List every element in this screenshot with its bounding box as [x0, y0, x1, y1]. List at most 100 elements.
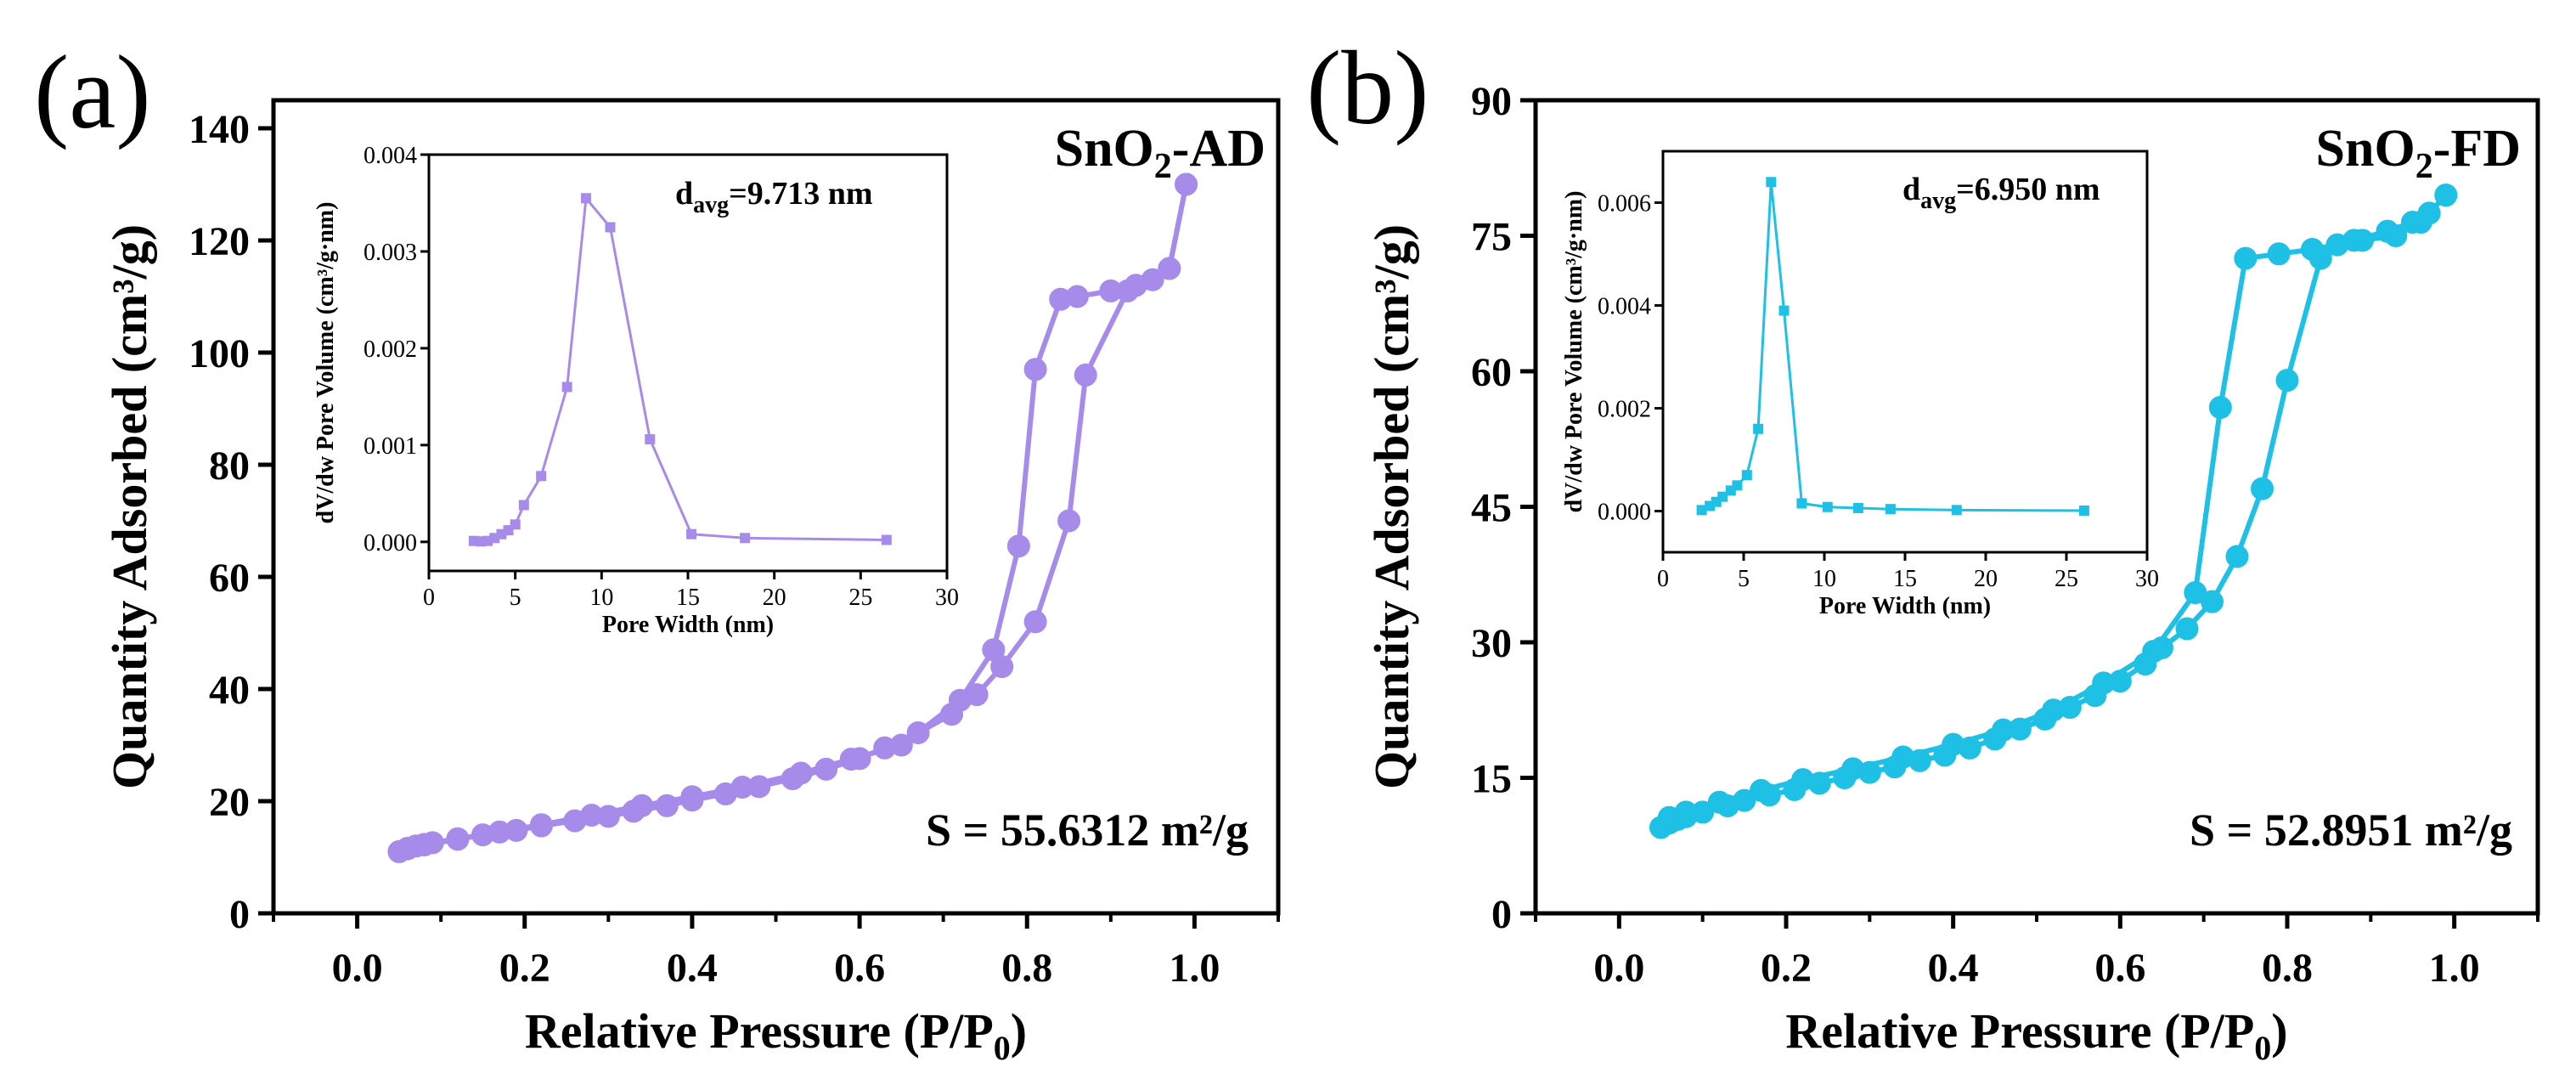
inset-y-tick-label: 0.006 [1598, 191, 1651, 217]
desorption-point [2325, 233, 2349, 257]
inset-x-tick-label: 10 [589, 585, 613, 611]
desorption-point [2301, 237, 2324, 261]
inset-point [645, 434, 656, 445]
inset-x-tick-label: 5 [510, 585, 521, 611]
inset-point [686, 528, 697, 540]
adsorption-point [2175, 617, 2199, 641]
y-tick-label: 0 [1491, 892, 1512, 937]
x-tick-label: 0.4 [1928, 946, 1979, 991]
desorption-point [982, 638, 1006, 662]
sample-label-rest: -AD [1172, 120, 1265, 178]
desorption-point [529, 813, 553, 837]
y-tick-label: 75 [1471, 215, 1512, 260]
desorption-point [1750, 778, 1773, 802]
desorption-point [2267, 242, 2291, 266]
sample-label: SnO2-AD [1055, 120, 1265, 186]
desorption-point [1992, 718, 2015, 742]
adsorption-point [2275, 369, 2299, 393]
desorption-point [2208, 396, 2232, 420]
davg-label-main: d [1902, 172, 1920, 207]
x-tick-label: 0.0 [1593, 946, 1644, 991]
inset-point [740, 533, 751, 544]
desorption-point [1099, 279, 1123, 302]
desorption-point [730, 776, 754, 799]
sample-label-sub: 2 [2415, 147, 2433, 186]
x-tick-label: 0.2 [499, 946, 550, 991]
inset-point [1852, 502, 1863, 513]
desorption-point [889, 733, 913, 757]
inset-frame [1661, 150, 2149, 554]
inset-x-tick-label: 5 [1738, 566, 1750, 592]
desorption-point [1657, 805, 1681, 829]
sample-label-rest: -FD [2433, 120, 2521, 178]
x-axis-label-end: ) [1011, 1003, 1027, 1059]
desorption-point [396, 836, 420, 860]
y-tick-label: 80 [209, 443, 250, 489]
davg-label-rest: =9.713 nm [729, 176, 872, 212]
x-tick-label: 0.4 [667, 946, 718, 991]
inset-y-tick-label: 0.003 [364, 240, 417, 266]
inset-y-tick-label: 0.002 [364, 336, 417, 363]
desorption-line [407, 184, 1189, 851]
desorption-point [1791, 768, 1815, 792]
inset-y-tick-label: 0.004 [1598, 294, 1651, 320]
davg-label-sub: avg [693, 192, 729, 218]
desorption-point [1124, 274, 1147, 297]
davg-label-sub: avg [1920, 188, 1956, 214]
desorption-point [2092, 671, 2116, 695]
inset-point [510, 519, 521, 530]
inset-point [2078, 505, 2089, 516]
panel-b: (b) 0.0 0.2 0.4 0.6 0.8 1.0 0 15 30 45 60 75 90 Relati… [1306, 30, 2540, 1067]
inset-point [518, 500, 529, 511]
inset-x-axis-label: Pore Width (nm) [1819, 593, 1991, 619]
y-tick-label: 20 [209, 780, 250, 825]
inset-x-tick-label: 20 [763, 585, 786, 611]
inset-point [1732, 480, 1743, 491]
desorption-point [1023, 358, 1047, 381]
desorption-point [1049, 287, 1073, 311]
desorption-point [446, 828, 470, 851]
desorption-point [488, 820, 511, 844]
inset-point [581, 193, 592, 204]
inset-chart: 0 5 10 15 20 25 30 0.000 0.002 0.004 0.006 Pore Wid… [1561, 150, 2159, 619]
desorption-point [1891, 745, 1915, 769]
x-axis-label-main: Relative Pressure (P/P [1785, 1003, 2254, 1059]
y-tick-label: 100 [189, 331, 250, 376]
adsorption-point [1057, 509, 1081, 533]
x-axis-label-sub: 0 [994, 1029, 1011, 1067]
desorption-point [2184, 581, 2207, 605]
y-tick-label: 90 [1471, 79, 1512, 124]
inset-x-tick-label: 30 [935, 585, 959, 611]
desorption-point [580, 804, 604, 827]
inset-point [1717, 491, 1728, 502]
inset-point [1778, 305, 1790, 316]
surface-area-label: S = 52.8951 m²/g [2190, 805, 2512, 856]
inset-point [605, 222, 616, 233]
inset-point [1822, 501, 1833, 512]
inset-point [561, 381, 572, 393]
inset-frame [427, 153, 949, 573]
y-tick-label: 120 [189, 219, 250, 264]
desorption-point [1841, 757, 1865, 781]
desorption-point [948, 688, 972, 712]
sample-label-sub: 2 [1154, 147, 1172, 186]
x-axis-label-end: ) [2271, 1003, 2287, 1059]
adsorption-point [2251, 477, 2274, 500]
y-axis-label: Quantity Adsorbed (cm³/g) [102, 224, 157, 789]
series-desorption [1657, 184, 2458, 829]
inset-point [1951, 505, 1962, 516]
x-tick-label: 0.6 [834, 946, 885, 991]
x-tick-label: 0.8 [1001, 946, 1052, 991]
adsorption-point [2225, 545, 2249, 568]
desorption-point [2234, 246, 2258, 270]
x-tick-label: 1.0 [1169, 946, 1220, 991]
desorption-point [630, 794, 654, 817]
desorption-point [2409, 211, 2432, 234]
inset-point [1696, 505, 1707, 516]
y-tick-label: 15 [1471, 757, 1512, 802]
inset-point [1753, 423, 1764, 434]
desorption-point [2384, 224, 2408, 247]
inset-x-tick-label: 25 [848, 585, 872, 611]
y-tick-label: 140 [189, 107, 250, 152]
desorption-point [789, 761, 813, 785]
